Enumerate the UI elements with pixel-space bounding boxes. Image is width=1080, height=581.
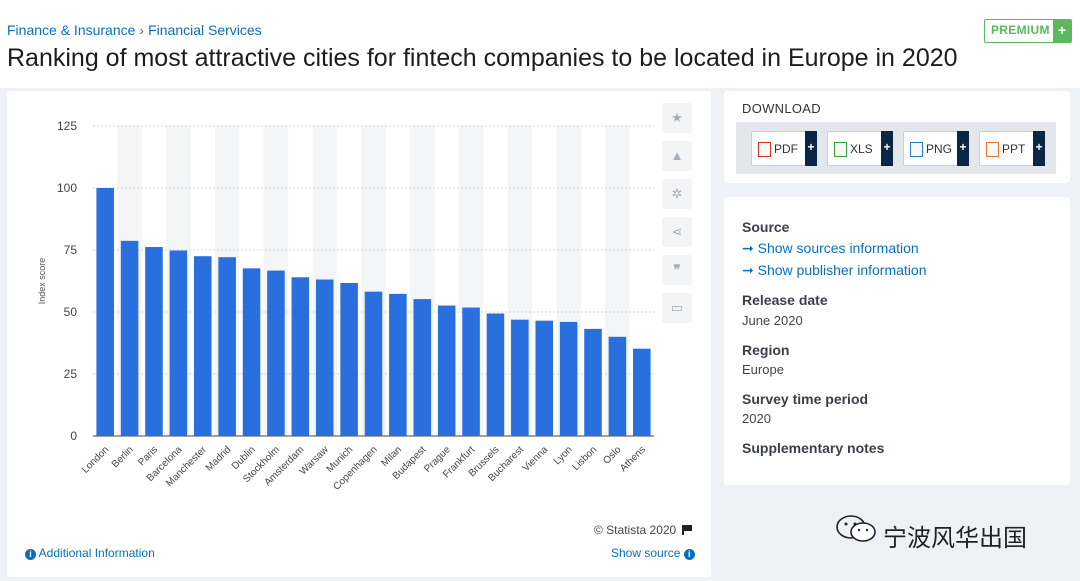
bar-barcelona <box>169 250 188 436</box>
bar-vienna <box>535 320 554 436</box>
bar-manchester <box>193 256 212 436</box>
show-publisher-label: Show publisher information <box>757 262 927 278</box>
x-tick-label: Vienna <box>521 444 551 474</box>
y-tick-label: 50 <box>64 305 78 319</box>
watermark-text: 宁波风华出国 <box>883 525 1027 552</box>
png-file-icon <box>910 142 923 157</box>
bar-milan <box>389 293 407 436</box>
download-buttons: PDF + XLS + PNG + PPT + <box>736 122 1056 174</box>
bar-london <box>96 188 114 436</box>
download-png-button[interactable]: PNG + <box>903 131 969 166</box>
breadcrumb-link-financial-services[interactable]: Financial Services <box>148 22 262 38</box>
download-ppt-label: PPT <box>1002 142 1026 156</box>
bar-copenhagen <box>364 291 383 436</box>
bar-berlin <box>120 240 139 436</box>
source-card: Source ➞ Show sources information ➞ Show… <box>724 197 1070 485</box>
y-tick-label: 125 <box>57 119 77 133</box>
show-source-link[interactable]: Show source i <box>611 546 695 560</box>
bar-madrid <box>218 257 236 436</box>
x-tick-label: Madrid <box>204 444 233 473</box>
gear-icon[interactable]: ✲ <box>662 179 692 209</box>
page-title: Ranking of most attractive cities for fi… <box>7 44 958 72</box>
bar-amsterdam <box>291 277 310 436</box>
bar-budapest <box>413 299 432 436</box>
bar-dublin <box>242 268 261 436</box>
download-xls-button[interactable]: XLS + <box>827 131 893 166</box>
bar-paris <box>145 247 163 436</box>
y-tick-label: 100 <box>57 181 77 195</box>
download-pdf-button[interactable]: PDF + <box>751 131 817 166</box>
supplementary-notes-label: Supplementary notes <box>742 440 885 456</box>
info-icon: i <box>25 549 36 560</box>
bar-oslo <box>608 336 627 436</box>
release-date-value: June 2020 <box>742 313 803 328</box>
download-png-label: PNG <box>926 142 953 156</box>
additional-information-label: Additional Information <box>38 546 155 560</box>
wechat-icon <box>836 515 876 542</box>
premium-plus-icon: + <box>1053 20 1071 42</box>
bar-frankfurt <box>462 307 480 436</box>
region-value: Europe <box>742 362 784 377</box>
breadcrumb-separator: › <box>139 22 145 38</box>
premium-label: PREMIUM <box>991 23 1050 37</box>
bell-icon[interactable]: ▲ <box>662 141 692 171</box>
ppt-file-icon <box>986 142 999 157</box>
release-date-label: Release date <box>742 292 828 308</box>
premium-button[interactable]: PREMIUM + <box>984 19 1072 43</box>
download-title: DOWNLOAD <box>742 101 821 116</box>
y-tick-label: 0 <box>70 429 77 443</box>
x-tick-label: London <box>80 444 111 475</box>
bar-prague <box>437 305 456 436</box>
bar-brussels <box>486 313 505 436</box>
download-pdf-label: PDF <box>774 142 798 156</box>
survey-period-label: Survey time period <box>742 391 869 407</box>
download-ppt-button[interactable]: PPT + <box>979 131 1045 166</box>
show-source-label: Show source <box>611 546 681 560</box>
bar-athens <box>633 348 651 436</box>
star-icon[interactable]: ★ <box>662 103 692 133</box>
bar-lisbon <box>584 328 602 436</box>
region-label: Region <box>742 342 790 358</box>
bar-lyon <box>559 321 578 436</box>
survey-period-value: 2020 <box>742 411 771 426</box>
plus-icon: + <box>805 131 817 166</box>
quote-icon[interactable]: ❞ <box>662 255 692 285</box>
bar-warsaw <box>315 279 334 436</box>
breadcrumb-link-finance[interactable]: Finance & Insurance <box>7 22 136 38</box>
pdf-file-icon <box>758 142 771 157</box>
arrow-right-icon: ➞ <box>742 240 754 256</box>
flag-icon <box>681 525 693 535</box>
y-tick-label: 25 <box>64 367 78 381</box>
download-xls-label: XLS <box>850 142 873 156</box>
breadcrumb: Finance & Insurance › Financial Services <box>7 22 262 38</box>
bar-munich <box>340 282 358 436</box>
show-sources-label: Show sources information <box>757 240 919 256</box>
arrow-right-icon: ➞ <box>742 262 754 278</box>
plus-icon: + <box>1033 131 1045 166</box>
x-tick-label: Athens <box>618 444 648 474</box>
x-tick-label: Berlin <box>110 444 136 470</box>
additional-information-link[interactable]: i Additional Information <box>25 546 155 560</box>
plus-icon: + <box>881 131 893 166</box>
bar-stockholm <box>267 270 285 436</box>
info-icon: i <box>683 549 695 560</box>
x-tick-label: Lisbon <box>571 444 600 473</box>
copyright: © Statista 2020 <box>594 523 693 537</box>
y-tick-label: 75 <box>64 243 78 257</box>
share-icon[interactable]: ⋖ <box>662 217 692 247</box>
show-sources-link[interactable]: ➞ Show sources information <box>742 240 919 257</box>
source-label: Source <box>742 219 790 235</box>
print-icon[interactable]: ▭ <box>662 293 692 323</box>
xls-file-icon <box>834 142 847 157</box>
y-axis-label: Index score <box>37 258 47 305</box>
copyright-text: © Statista 2020 <box>594 523 677 537</box>
show-publisher-link[interactable]: ➞ Show publisher information <box>742 262 927 279</box>
header: Finance & Insurance › Financial Services R… <box>0 0 1080 88</box>
chart-card: 0 25 50 75 100 125 Index score London Berlin Pari… <box>7 91 711 577</box>
bar-bucharest <box>511 319 529 436</box>
download-card: DOWNLOAD PDF + XLS + PNG + PPT + <box>724 91 1070 183</box>
plus-icon: + <box>957 131 969 166</box>
